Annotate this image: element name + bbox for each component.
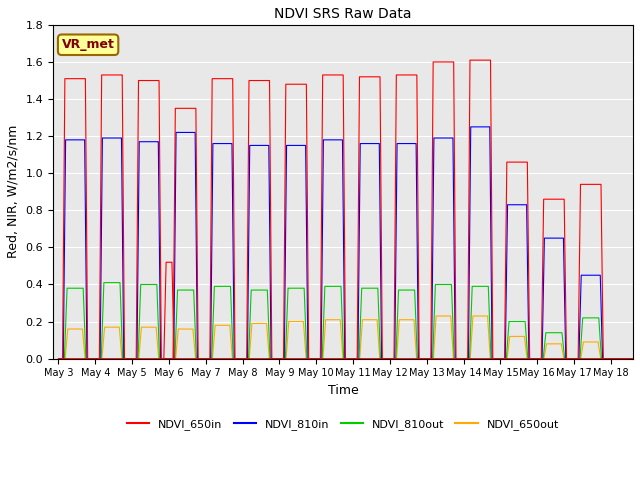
NDVI_650out bbox=[113, 324, 121, 330]
NDVI_650in bbox=[204, 356, 211, 361]
NDVI_810out bbox=[578, 325, 586, 331]
Line: NDVI_650out: NDVI_650out bbox=[58, 316, 640, 359]
NDVI_810out bbox=[113, 280, 121, 286]
NDVI_810out bbox=[100, 280, 108, 286]
Line: NDVI_810out: NDVI_810out bbox=[58, 283, 640, 359]
NDVI_650in bbox=[54, 356, 62, 361]
NDVI_650in bbox=[538, 300, 546, 306]
NDVI_810in bbox=[467, 124, 474, 130]
Line: NDVI_810in: NDVI_810in bbox=[58, 127, 640, 359]
NDVI_810in bbox=[620, 356, 628, 361]
NDVI_650in bbox=[466, 57, 474, 63]
NDVI_810out bbox=[620, 356, 628, 361]
NDVI_810out bbox=[524, 356, 532, 361]
NDVI_810in bbox=[578, 272, 586, 278]
X-axis label: Time: Time bbox=[328, 384, 358, 397]
NDVI_650out bbox=[432, 313, 440, 319]
NDVI_810in bbox=[524, 286, 532, 292]
NDVI_650out bbox=[620, 356, 628, 361]
Line: NDVI_650in: NDVI_650in bbox=[58, 60, 640, 359]
NDVI_810out bbox=[538, 356, 546, 361]
NDVI_810out bbox=[204, 356, 211, 361]
NDVI_650in bbox=[524, 201, 532, 207]
NDVI_650out bbox=[524, 356, 532, 361]
NDVI_650out bbox=[54, 356, 62, 361]
NDVI_650out bbox=[578, 348, 586, 354]
NDVI_810in bbox=[113, 135, 121, 141]
NDVI_650out bbox=[538, 356, 546, 361]
NDVI_650in bbox=[578, 181, 586, 187]
NDVI_650in bbox=[113, 72, 121, 78]
NDVI_650in bbox=[620, 356, 628, 361]
NDVI_810in bbox=[54, 356, 62, 361]
Text: VR_met: VR_met bbox=[61, 38, 115, 51]
Legend: NDVI_650in, NDVI_810in, NDVI_810out, NDVI_650out: NDVI_650in, NDVI_810in, NDVI_810out, NDV… bbox=[123, 414, 563, 434]
Title: NDVI SRS Raw Data: NDVI SRS Raw Data bbox=[275, 7, 412, 21]
NDVI_810out bbox=[54, 356, 62, 361]
NDVI_810in bbox=[538, 354, 546, 360]
NDVI_650out bbox=[204, 356, 211, 361]
Y-axis label: Red, NIR, W/m2/s/nm: Red, NIR, W/m2/s/nm bbox=[7, 125, 20, 258]
NDVI_810in bbox=[204, 356, 211, 361]
